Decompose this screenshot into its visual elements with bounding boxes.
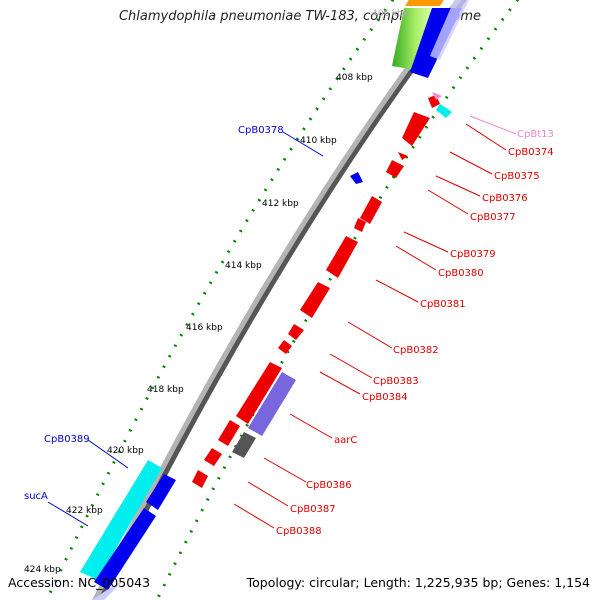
kbp-tick-label: 420 kbp xyxy=(107,446,144,456)
kbp-tick-label: 422 kbp xyxy=(66,506,103,516)
gene-label-CpB0388[interactable]: CpB0388 xyxy=(276,526,322,537)
gene-shape xyxy=(402,112,430,146)
gene-label-CpBt13[interactable]: CpBt13 xyxy=(517,129,554,140)
blue-feature-bottom-2 xyxy=(94,508,156,590)
leader-line xyxy=(247,481,289,507)
gene-label-aarC[interactable]: aarC xyxy=(334,435,357,446)
map-title: Chlamydophila pneumoniae TW-183, complet… xyxy=(118,9,482,24)
gene-label-CpB0376[interactable]: CpB0376 xyxy=(482,193,528,204)
gene-shape xyxy=(360,196,382,224)
gene-label-CpB0381[interactable]: CpB0381 xyxy=(420,299,466,310)
gene-label-CpB0386[interactable]: CpB0386 xyxy=(306,480,352,491)
gene-label-CpB0377[interactable]: CpB0377 xyxy=(470,212,516,223)
gene-shape xyxy=(386,160,404,178)
cyan-feature-bottom xyxy=(80,460,162,580)
gene-shape xyxy=(236,362,282,424)
leader-line xyxy=(403,231,449,253)
outer-gene-labels: CpB0378 CpB0389 sucA xyxy=(24,125,324,527)
leader-line xyxy=(329,353,373,379)
leader-line xyxy=(47,501,89,527)
gene-label-CpB0375[interactable]: CpB0375 xyxy=(494,171,540,182)
gene-shape xyxy=(300,282,330,318)
gene-shape xyxy=(192,470,208,488)
leader-line xyxy=(435,175,481,197)
gene-label-sucA[interactable]: sucA xyxy=(24,491,48,502)
trna-CpBt13 xyxy=(432,92,442,100)
gene-shape xyxy=(204,448,222,466)
gene-shape xyxy=(354,218,366,232)
kbp-tick-label: 412 kbp xyxy=(262,199,299,209)
leader-line xyxy=(347,321,393,349)
gene-label-CpB0380[interactable]: CpB0380 xyxy=(438,268,484,279)
kbp-tick-label: 408 kbp xyxy=(336,73,373,83)
gene-label-CpB0374[interactable]: CpB0374 xyxy=(508,147,554,158)
kbp-tick-label: 416 kbp xyxy=(186,323,223,333)
gene-CpB0378 xyxy=(350,172,363,184)
gene-gray xyxy=(232,432,256,458)
leader-line xyxy=(465,123,507,151)
leader-line xyxy=(375,279,419,303)
leader-line xyxy=(427,189,469,215)
gene-shape xyxy=(288,324,304,340)
leader-line xyxy=(469,115,517,135)
gene-label-CpB0383[interactable]: CpB0383 xyxy=(373,376,419,387)
gene-label-CpB0382[interactable]: CpB0382 xyxy=(393,345,439,356)
feature-lightblue-top xyxy=(430,0,470,60)
kbp-tick-label: 418 kbp xyxy=(147,385,184,395)
leader-line xyxy=(282,131,324,157)
accession-text: Accession: NC_005043 xyxy=(8,575,151,590)
leader-line xyxy=(319,371,361,395)
gene-shape xyxy=(218,420,240,446)
gene-label-CpB0389[interactable]: CpB0389 xyxy=(44,434,90,445)
leader-line xyxy=(263,457,307,483)
gene-label-CpB0384[interactable]: CpB0384 xyxy=(362,392,408,403)
leader-line xyxy=(395,245,437,271)
reverse-genes xyxy=(192,95,440,488)
gene-shape xyxy=(278,340,292,354)
gene-label-CpB0387[interactable]: CpB0387 xyxy=(290,504,336,515)
inner-gene-labels: CpBt13 CpB0374 CpB0375 CpB0376 CpB0377 C… xyxy=(233,115,554,537)
gene-label-CpB0378[interactable]: CpB0378 xyxy=(238,125,284,136)
gene-shape xyxy=(398,152,408,160)
leader-line xyxy=(449,151,493,175)
gene-label-CpB0379[interactable]: CpB0379 xyxy=(450,249,496,260)
gene-shape xyxy=(326,236,358,278)
cyan-feature-top xyxy=(436,104,452,118)
kbp-labels: 406 kbp 408 kbp 410 kbp 412 kbp 414 kbp … xyxy=(24,9,409,575)
feature-orange xyxy=(405,0,444,6)
leader-line xyxy=(87,439,129,469)
leader-line xyxy=(233,503,275,529)
gene-aarC xyxy=(248,372,296,436)
kbp-tick-label: 424 kbp xyxy=(24,565,61,575)
blue-feature-bottom-1 xyxy=(146,474,176,510)
kbp-tick-label: 414 kbp xyxy=(225,261,262,271)
topology-text: Topology: circular; Length: 1,225,935 bp… xyxy=(246,575,590,590)
lightblue-feature-bottom xyxy=(92,580,124,600)
leader-line xyxy=(289,413,333,439)
kbp-tick-label: 406 kbp xyxy=(372,9,409,19)
kbp-tick-label: 410 kbp xyxy=(300,136,337,146)
tick-dots-inner xyxy=(155,0,520,600)
